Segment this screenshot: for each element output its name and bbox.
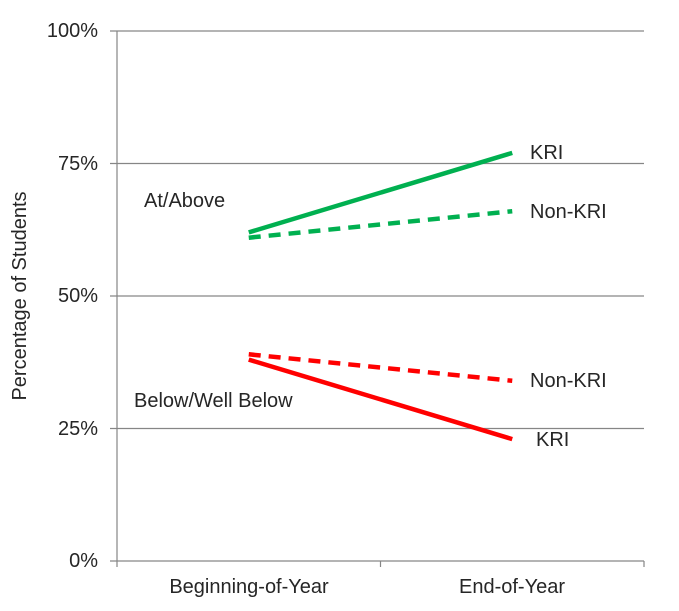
series-line-below-well-below-non-kri [248, 352, 513, 384]
series-end-label-nonkri-red: Non-KRI [530, 370, 607, 392]
y-tick-label-100: 100% [46, 20, 98, 42]
x-category-label-end: End-of-Year [459, 576, 565, 598]
series-end-label-kri-green: KRI [530, 142, 564, 164]
series-end-label-kri-red: KRI [536, 429, 570, 451]
annotation-at-above: At/Above [144, 190, 226, 212]
annotation-below-well-below: Below/Well Below [134, 390, 293, 412]
y-tick-label-0: 0% [69, 550, 98, 572]
series-line-at-above-non-kri [248, 208, 513, 240]
y-tick-label-50: 50% [57, 285, 98, 307]
y-tick-label-25: 25% [57, 418, 98, 440]
x-category-label-beginning: Beginning-of-Year [169, 576, 329, 598]
y-tick-label-75: 75% [57, 153, 98, 175]
series-line-below-well-below-kri [248, 357, 513, 442]
series-end-label-nonkri-green: Non-KRI [530, 201, 607, 223]
series-line-at-above-kri [248, 150, 513, 235]
